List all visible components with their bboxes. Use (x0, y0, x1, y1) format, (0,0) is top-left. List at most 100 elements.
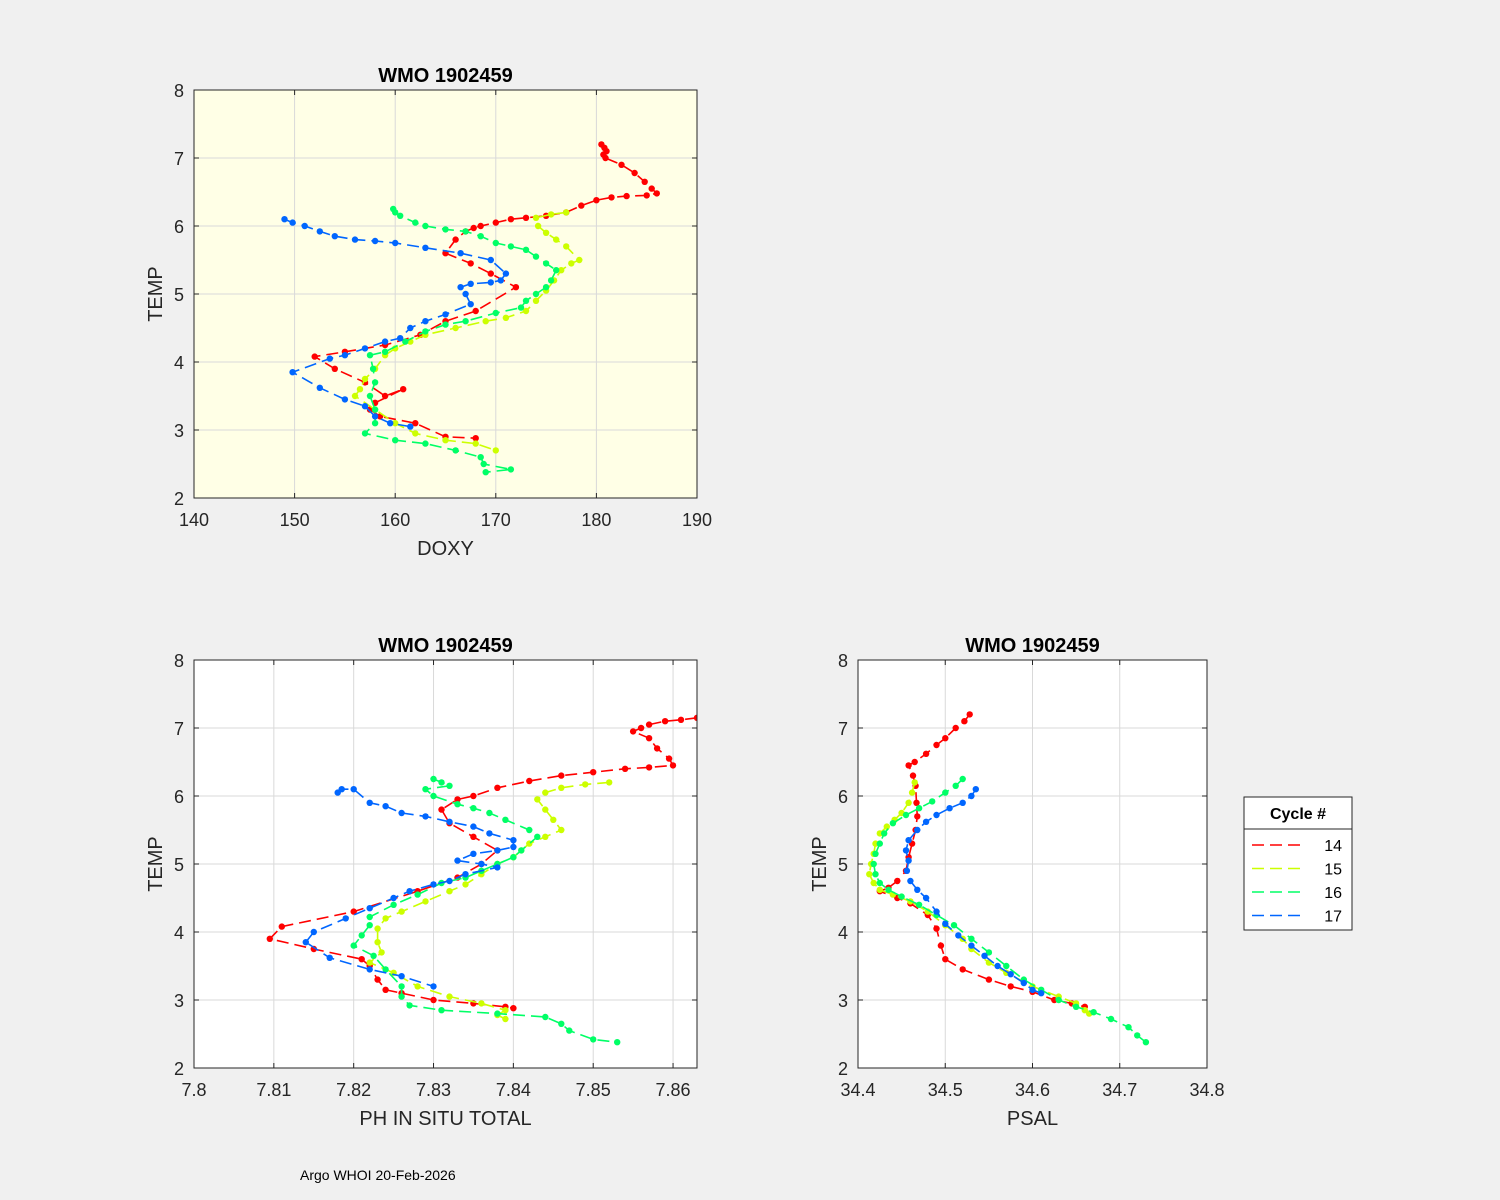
x-axis-label: PSAL (1007, 1108, 1058, 1130)
data-point-cycle-16 (492, 239, 499, 247)
data-point-cycle-17 (341, 396, 349, 403)
data-point-cycle-17 (942, 920, 949, 927)
x-tick-label: 7.8 (181, 1080, 206, 1100)
data-point-cycle-16 (414, 891, 421, 898)
data-point-cycle-15 (502, 1007, 509, 1014)
data-point-cycle-17 (914, 826, 921, 834)
data-point-cycle-14 (922, 750, 930, 757)
y-tick-label: 5 (174, 285, 184, 305)
data-point-cycle-16 (553, 267, 560, 274)
data-point-cycle-15 (366, 959, 373, 966)
axes-frame (193, 659, 698, 1069)
data-point-cycle-17 (902, 847, 910, 854)
data-point-cycle-17 (310, 928, 317, 936)
data-point-cycle-16 (1055, 996, 1062, 1004)
data-point-cycle-17 (326, 355, 333, 362)
data-point-cycle-16 (985, 949, 993, 956)
data-point-cycle-17 (494, 847, 501, 854)
data-point-cycle-17 (371, 237, 379, 245)
y-tick-label: 6 (838, 787, 848, 807)
data-point-cycle-14 (400, 386, 407, 393)
data-point-cycle-17 (331, 233, 338, 240)
data-point-cycle-16 (371, 420, 379, 427)
data-point-cycle-17 (470, 850, 477, 857)
data-point-cycle-17 (1038, 990, 1045, 997)
data-point-cycle-17 (398, 973, 405, 980)
data-point-cycle-15 (356, 386, 364, 393)
data-point-cycle-14 (578, 202, 585, 209)
footer-credit: Argo WHOI 20-Feb-2026 (300, 1167, 456, 1183)
data-point-cycle-14 (507, 216, 515, 223)
data-point-cycle-16 (534, 833, 541, 840)
data-point-cycle-14 (942, 735, 949, 742)
data-point-cycle-17 (510, 837, 517, 844)
data-point-cycle-14 (412, 420, 419, 427)
data-point-cycle-14 (959, 966, 966, 973)
x-tick-label: 190 (682, 510, 712, 530)
data-point-cycle-17 (422, 813, 429, 820)
data-point-cycle-16 (566, 1027, 573, 1034)
data-point-cycle-16 (438, 779, 445, 786)
data-point-cycle-16 (390, 901, 397, 908)
data-point-cycle-17 (382, 803, 389, 810)
y-tick-label: 2 (174, 1059, 184, 1079)
data-point-cycle-17 (390, 894, 397, 902)
data-point-cycle-16 (366, 922, 373, 929)
data-point-cycle-15 (414, 983, 421, 990)
data-point-cycle-15 (361, 375, 369, 383)
data-point-cycle-15 (374, 925, 381, 932)
x-tick-label: 150 (280, 510, 310, 530)
data-point-cycle-14 (645, 735, 653, 742)
data-point-cycle-14 (470, 833, 477, 840)
data-point-cycle-17 (350, 786, 357, 793)
data-point-cycle-14 (590, 769, 597, 776)
data-point-cycle-16 (371, 379, 379, 386)
data-point-cycle-17 (351, 236, 359, 243)
data-point-cycle-14 (661, 718, 669, 725)
data-point-cycle-16 (398, 993, 405, 1000)
data-point-cycle-14 (894, 877, 901, 885)
data-point-cycle-16 (397, 212, 404, 219)
data-point-cycle-16 (532, 253, 540, 260)
y-axis-label: TEMP (145, 266, 167, 322)
data-point-cycle-17 (361, 345, 369, 352)
x-tick-label: 7.82 (336, 1080, 371, 1100)
data-point-cycle-15 (558, 267, 565, 274)
data-point-cycle-17 (487, 279, 494, 286)
data-point-cycle-15 (911, 779, 918, 786)
data-point-cycle-14 (641, 178, 648, 185)
data-point-cycle-15 (532, 214, 540, 221)
data-point-cycle-14 (693, 714, 697, 721)
data-point-cycle-14 (933, 925, 940, 932)
data-point-cycle-16 (382, 966, 389, 973)
data-point-cycle-17 (959, 799, 966, 806)
x-axis-label: DOXY (417, 538, 474, 560)
x-tick-label: 7.81 (256, 1080, 291, 1100)
data-point-cycle-17 (446, 818, 453, 825)
data-point-cycle-16 (872, 871, 879, 878)
y-tick-label: 2 (174, 489, 184, 509)
x-tick-label: 7.85 (576, 1080, 611, 1100)
data-point-cycle-17 (361, 403, 369, 410)
data-point-cycle-16 (522, 246, 530, 253)
data-point-cycle-17 (392, 239, 399, 247)
data-point-cycle-14 (985, 976, 993, 983)
x-axis-label: PH IN SITU TOTAL (359, 1108, 531, 1130)
data-point-cycle-16 (366, 352, 374, 359)
data-point-cycle-15 (606, 779, 613, 786)
data-point-cycle-15 (532, 297, 540, 304)
x-tick-label: 7.84 (496, 1080, 531, 1100)
data-point-cycle-17 (946, 805, 953, 812)
data-point-cycle-14 (952, 724, 959, 732)
data-point-cycle-15 (482, 318, 489, 325)
data-point-cycle-16 (950, 922, 958, 929)
data-point-cycle-16 (902, 811, 910, 819)
data-point-cycle-15 (446, 993, 453, 1000)
data-point-cycle-15 (563, 243, 570, 250)
data-point-cycle-14 (602, 154, 609, 162)
data-point-cycle-16 (1090, 1009, 1097, 1016)
y-tick-label: 5 (174, 855, 184, 875)
data-point-cycle-16 (369, 365, 377, 372)
data-point-cycle-14 (472, 435, 479, 442)
data-point-cycle-15 (472, 440, 479, 447)
